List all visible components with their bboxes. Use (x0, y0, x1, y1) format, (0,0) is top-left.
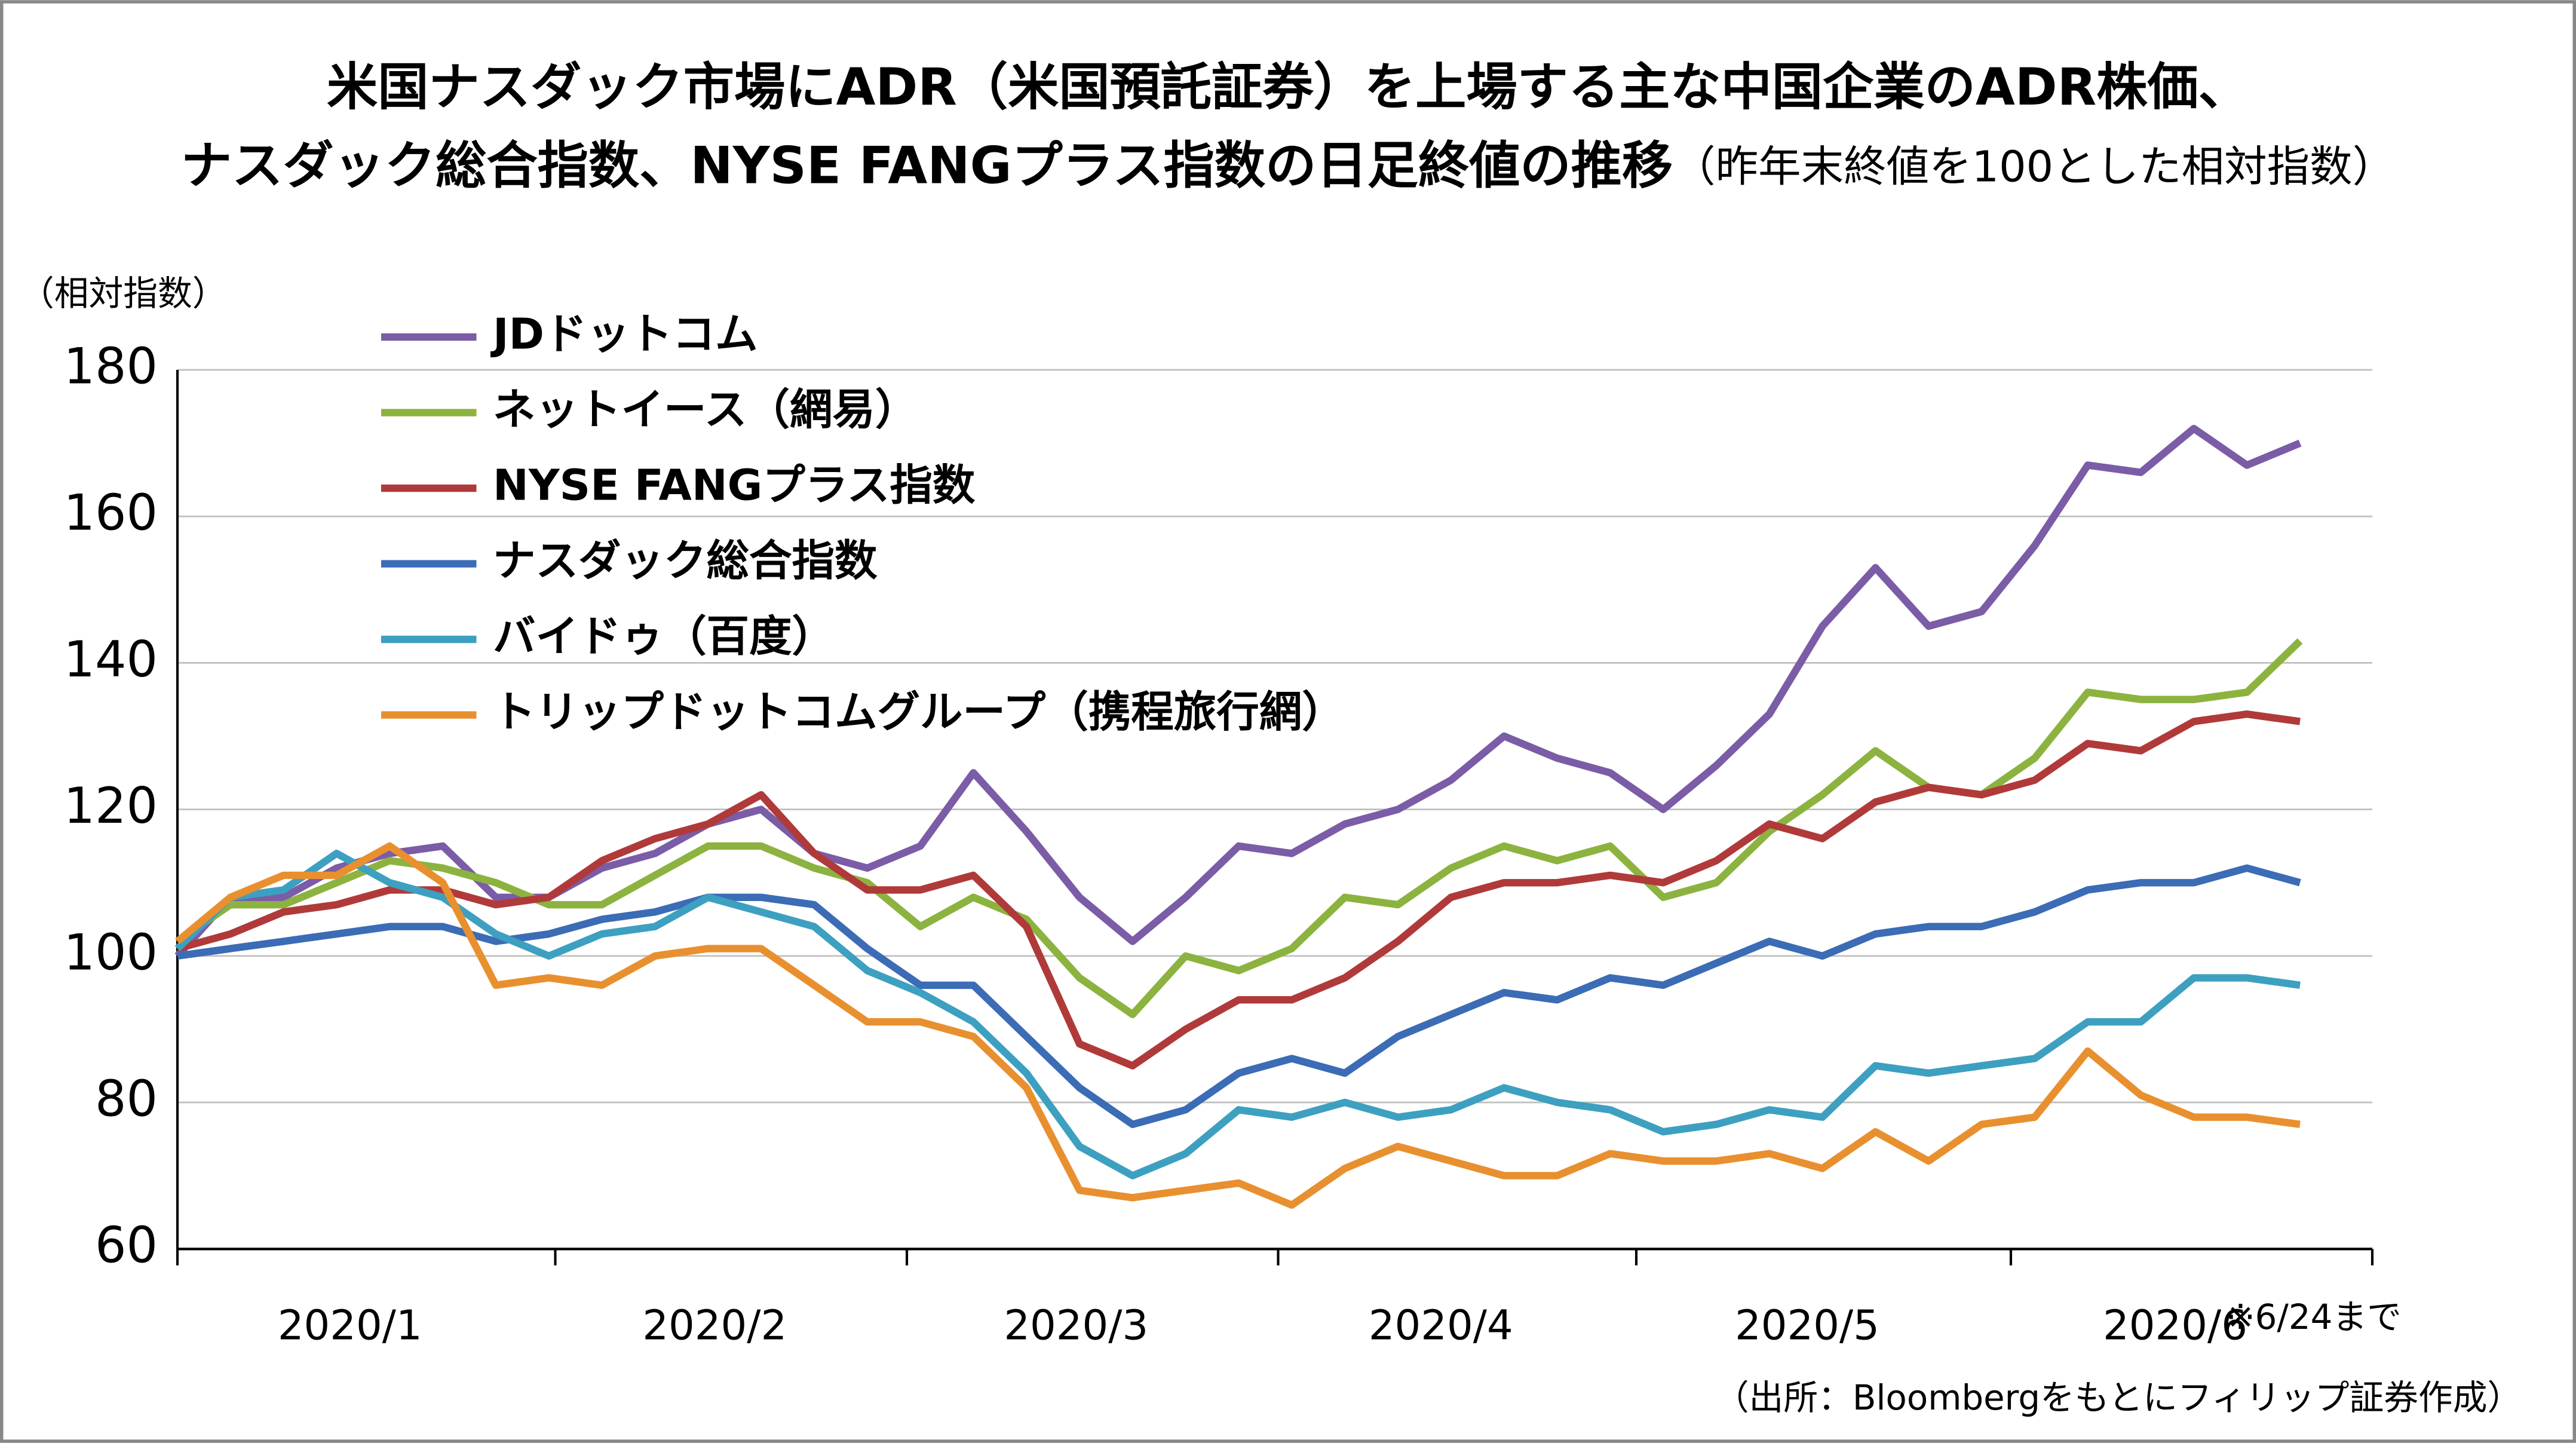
y-axis-label: （相対指数） (20, 273, 227, 314)
legend-label: バイドゥ（百度） (493, 612, 835, 661)
legend-label: NYSE FANGプラス指数 (493, 461, 976, 510)
x-tick-label: 2020/3 (1004, 1301, 1148, 1349)
y-tick-label: 140 (64, 631, 158, 688)
chart-title: ナスダック総合指数、NYSE FANGプラス指数の日足終値の推移（昨年末終値を1… (181, 137, 2395, 196)
y-tick-label: 180 (64, 338, 158, 395)
series-line (175, 842, 2301, 1209)
y-tick-label: 60 (95, 1217, 158, 1275)
x-tick-label: 2020/2 (642, 1301, 787, 1349)
note: ※6/24まで (2226, 1297, 2402, 1337)
legend-label: ネットイース（網易） (493, 385, 918, 434)
y-tick-label: 120 (64, 777, 158, 835)
y-tick-label: 100 (64, 924, 158, 981)
x-tick-label: 2020/4 (1369, 1301, 1513, 1349)
series-line (177, 864, 2301, 1128)
chart-subtitle: （昨年末終値を100とした相対指数） (1673, 142, 2395, 191)
legend-label: JDドットコム (490, 310, 758, 359)
source: （出所：Bloombergをもとにフィリップ証券作成） (1715, 1377, 2522, 1418)
series-line (174, 850, 2301, 1179)
x-tick-label: 2020/6 (2103, 1301, 2247, 1349)
x-tick-label: 2020/5 (1735, 1301, 1879, 1349)
y-tick-label: 160 (64, 485, 158, 542)
x-tick-label: 2020/1 (278, 1301, 422, 1349)
legend-label: トリップドットコムグループ（携程旅行網） (493, 687, 1345, 737)
chart-title: ナスダック総合指数、NYSE FANGプラス指数の日足終値の推移 (181, 137, 1673, 196)
legend-label: ナスダック総合指数 (493, 536, 878, 586)
y-tick-label: 80 (95, 1070, 158, 1128)
series-line (176, 710, 2301, 1070)
chart-title: 米国ナスダック市場にADR（米国預託証券）を上場する主な中国企業のADR株価、 (327, 58, 2249, 117)
